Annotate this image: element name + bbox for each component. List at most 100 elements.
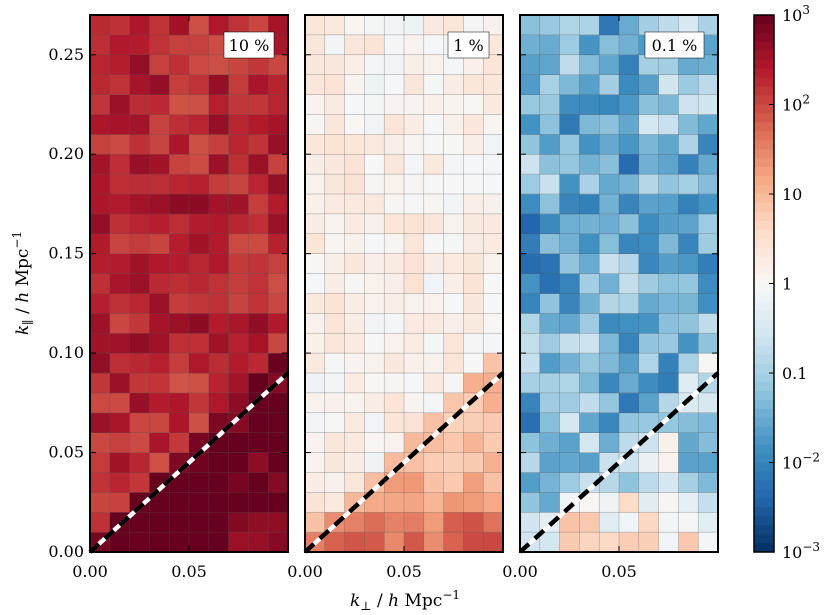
colorbar-slice xyxy=(754,247,774,258)
heatmap-cell xyxy=(619,512,640,533)
heatmap-cell xyxy=(404,213,425,235)
heatmap-cell xyxy=(443,412,464,433)
heatmap-cell xyxy=(404,293,425,314)
heatmap-cell xyxy=(559,213,580,235)
heatmap-cell xyxy=(520,15,541,36)
y-axis-label: k∥ / h Mpc−1 xyxy=(10,231,35,335)
colorbar-slice xyxy=(754,229,774,240)
heatmap-cell xyxy=(268,452,289,473)
heatmap-cell xyxy=(109,114,130,135)
heatmap-cell xyxy=(364,373,385,394)
heatmap-cell xyxy=(384,194,405,215)
heatmap-cell xyxy=(678,233,699,254)
heatmap-cell xyxy=(443,492,464,513)
heatmap-cell xyxy=(579,15,600,36)
heatmap-cell xyxy=(599,293,620,314)
colorbar-slice xyxy=(754,167,774,177)
heatmap-cell xyxy=(189,373,210,394)
heatmap-cell xyxy=(344,134,365,155)
heatmap-cell xyxy=(423,34,444,56)
heatmap-cell xyxy=(698,74,719,95)
heatmap-cell xyxy=(344,54,365,75)
heatmap-cell xyxy=(404,174,425,195)
heatmap-cell xyxy=(599,512,620,533)
heatmap-cell xyxy=(324,54,345,75)
heatmap-cell xyxy=(423,293,444,314)
heatmap-cell xyxy=(189,213,210,235)
heatmap-cell xyxy=(149,15,170,36)
heatmap-cell xyxy=(129,452,150,473)
heatmap-cell xyxy=(658,293,679,314)
heatmap-cell xyxy=(483,492,504,513)
heatmap-cell xyxy=(678,472,699,493)
colorbar-slice xyxy=(754,41,774,52)
heatmap-cell xyxy=(520,74,541,95)
heatmap-cell xyxy=(129,353,150,374)
panel-label-box xyxy=(644,31,705,59)
heatmap-cell xyxy=(248,492,269,513)
heatmap-cell xyxy=(268,154,289,175)
heatmap-cell xyxy=(208,174,229,195)
heatmap-cell xyxy=(305,233,326,254)
heatmap-cell xyxy=(364,154,385,175)
heatmap-cell xyxy=(559,34,580,56)
heatmap-cell xyxy=(678,313,699,334)
heatmap-cell xyxy=(129,174,150,195)
heatmap-cell xyxy=(443,94,464,115)
heatmap-cell xyxy=(678,273,699,294)
heatmap-cell xyxy=(559,492,580,513)
heatmap-cell xyxy=(344,353,365,374)
heatmap-cell xyxy=(404,34,425,56)
heatmap-cell xyxy=(344,34,365,56)
heatmap-cell xyxy=(169,134,190,155)
heatmap-cell xyxy=(208,293,229,314)
heatmap-cell xyxy=(539,233,560,254)
heatmap-cell xyxy=(539,174,560,195)
heatmap-cell xyxy=(619,313,640,334)
heatmap-cell xyxy=(324,452,345,473)
heatmap-cell xyxy=(443,452,464,473)
heatmap-cell xyxy=(658,313,679,334)
heatmap-cell xyxy=(619,373,640,394)
colorbar-slice xyxy=(754,516,774,526)
heatmap-cell xyxy=(129,134,150,155)
heatmap-cell xyxy=(483,293,504,314)
heatmap-cell xyxy=(90,74,111,95)
heatmap-cell xyxy=(658,532,679,553)
heatmap-cell xyxy=(384,213,405,235)
heatmap-cell xyxy=(248,432,269,453)
colorbar-slice xyxy=(754,95,774,105)
heatmap-cell xyxy=(638,313,659,334)
heatmap-cell xyxy=(228,313,249,334)
heatmap-cell xyxy=(189,74,210,95)
heatmap-cell xyxy=(324,174,345,195)
heatmap-cell xyxy=(208,333,229,354)
heatmap-cell xyxy=(344,213,365,235)
heatmap-cell xyxy=(364,54,385,75)
heatmap-cell xyxy=(559,353,580,374)
colorbar-tick-label: 10−2 xyxy=(782,451,820,473)
heatmap-cell xyxy=(638,492,659,513)
heatmap-cell xyxy=(268,114,289,135)
heatmap-cell xyxy=(698,293,719,314)
heatmap-cell xyxy=(599,313,620,334)
heatmap-cell xyxy=(268,253,289,274)
heatmap-cell xyxy=(364,412,385,433)
heatmap-cell xyxy=(698,213,719,235)
heatmap-cell xyxy=(364,313,385,334)
heatmap-cell xyxy=(248,532,269,553)
heatmap-cell xyxy=(579,54,600,75)
heatmap-cell xyxy=(129,74,150,95)
colorbar-slice xyxy=(754,292,774,302)
colorbar-slice xyxy=(754,176,774,186)
panel-label-box xyxy=(223,31,275,59)
heatmap-cell xyxy=(599,174,620,195)
colorbar-slice xyxy=(754,381,774,392)
heatmap-cell xyxy=(384,412,405,433)
heatmap-cell xyxy=(559,333,580,354)
heatmap-cell xyxy=(129,154,150,175)
heatmap-cell xyxy=(384,492,405,513)
heatmap-cell xyxy=(208,233,229,254)
heatmap-cell xyxy=(149,233,170,254)
x-tick-label: 0.00 xyxy=(72,562,108,581)
